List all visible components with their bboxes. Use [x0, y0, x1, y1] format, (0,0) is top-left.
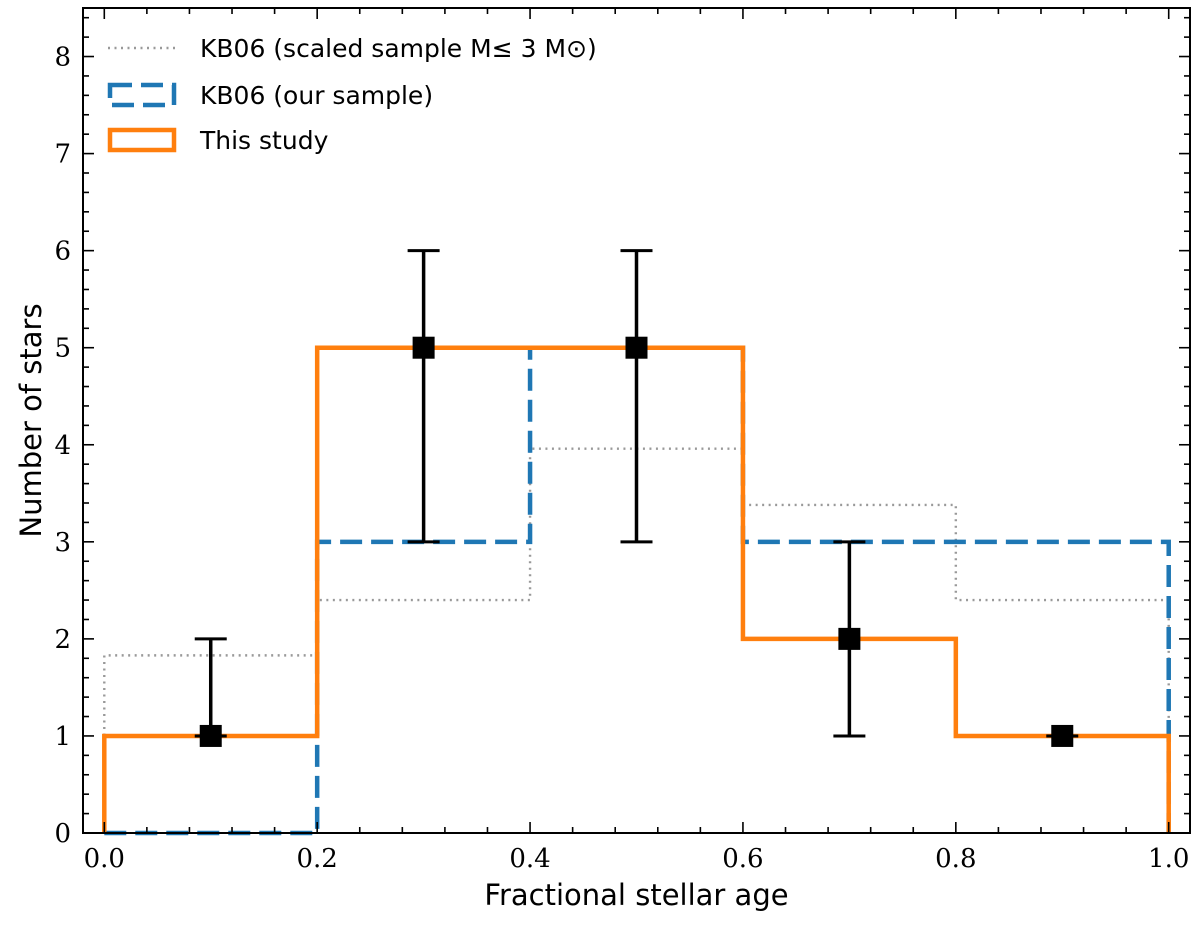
legend-entry: KB06 (scaled sample M≤ 3 M⊙)	[108, 34, 597, 63]
y-tick-label: 8	[54, 43, 71, 73]
y-axis-label: Number of stars	[14, 303, 48, 537]
x-axis-label: Fractional stellar age	[484, 878, 788, 912]
ticks-layer: 0.0 0.2 0.4 0.6 0.8 1.0 0 1 2 3 4 5 6 7 8	[54, 8, 1190, 874]
y-tick-label: 3	[54, 528, 71, 558]
legend-label: This study	[199, 126, 329, 155]
x-tick-label: 0.2	[296, 844, 337, 874]
y-tick-label: 5	[54, 334, 71, 364]
x-tick-label: 1.0	[1148, 844, 1189, 874]
legend: KB06 (scaled sample M≤ 3 M⊙) KB06 (our sa…	[107, 34, 597, 155]
y-tick-label: 1	[54, 722, 71, 752]
square-marker	[625, 336, 648, 359]
legend-label: KB06 (our sample)	[200, 81, 433, 110]
x-tick-label: 0.0	[84, 844, 125, 874]
data-point	[620, 249, 653, 544]
legend-swatch-solid	[107, 127, 177, 153]
x-tick-label: 0.8	[935, 844, 976, 874]
square-marker	[199, 724, 222, 747]
legend-swatch-dashed	[107, 82, 177, 108]
data-point	[194, 637, 227, 747]
y-tick-label: 7	[54, 140, 71, 170]
legend-entry: This study	[107, 126, 329, 155]
data-point	[407, 249, 440, 544]
square-marker	[412, 336, 435, 359]
data-point	[1046, 724, 1079, 747]
y-tick-label: 6	[54, 237, 71, 267]
data-points-layer	[194, 249, 1079, 747]
legend-entry: KB06 (our sample)	[107, 81, 433, 110]
square-marker	[1051, 724, 1074, 747]
y-tick-label: 0	[54, 819, 71, 849]
plot-frame	[82, 7, 1191, 834]
data-point	[833, 540, 866, 738]
y-tick-label: 4	[54, 431, 71, 461]
x-tick-label: 0.6	[722, 844, 763, 874]
square-marker	[838, 627, 861, 650]
x-tick-label: 0.4	[509, 844, 550, 874]
y-tick-label: 2	[54, 625, 71, 655]
legend-label: KB06 (scaled sample M≤ 3 M⊙)	[200, 34, 597, 63]
series-line-solid	[102, 345, 1171, 833]
